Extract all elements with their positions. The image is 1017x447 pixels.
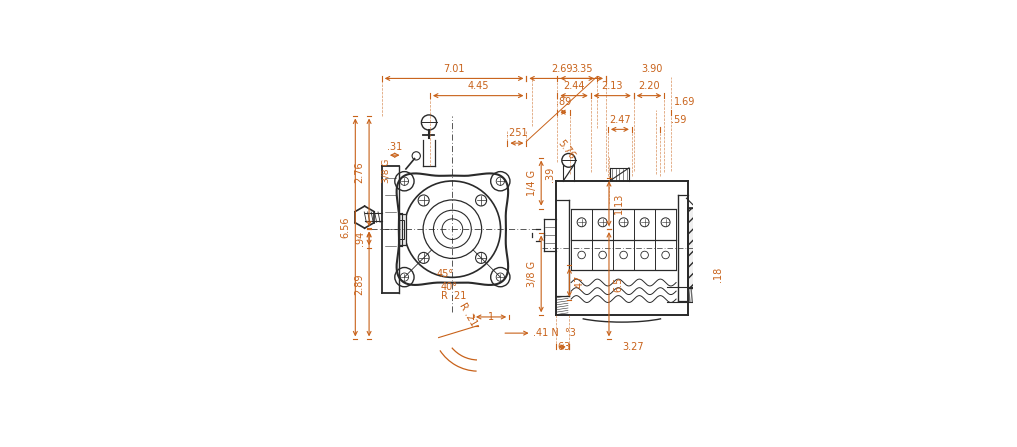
Text: 4.45: 4.45 bbox=[468, 81, 489, 91]
Text: 1.69: 1.69 bbox=[674, 97, 696, 107]
Text: 3.27: 3.27 bbox=[622, 342, 645, 352]
Text: 2.47: 2.47 bbox=[609, 114, 631, 125]
Text: R .21: R .21 bbox=[458, 301, 479, 328]
Text: 5.76: 5.76 bbox=[555, 139, 577, 162]
Text: .31: .31 bbox=[387, 142, 403, 152]
Text: 1/4 G: 1/4 G bbox=[527, 170, 537, 196]
Text: 2.44: 2.44 bbox=[563, 81, 585, 91]
Text: 1: 1 bbox=[488, 312, 494, 322]
Text: 2.89: 2.89 bbox=[355, 274, 365, 295]
Text: .59: .59 bbox=[671, 114, 686, 125]
Text: 40°: 40° bbox=[440, 282, 458, 292]
Text: .251: .251 bbox=[506, 128, 528, 138]
Text: .47: .47 bbox=[574, 275, 584, 290]
Text: .18: .18 bbox=[713, 267, 723, 282]
Text: R .21: R .21 bbox=[441, 291, 467, 301]
Bar bbox=[399, 219, 404, 239]
Text: .94: .94 bbox=[355, 231, 365, 246]
Text: 2.20: 2.20 bbox=[639, 81, 660, 91]
Text: 6.5: 6.5 bbox=[613, 277, 623, 292]
Text: .63: .63 bbox=[554, 342, 570, 352]
Text: 3/8 G: 3/8 G bbox=[527, 261, 537, 287]
Text: 2.76: 2.76 bbox=[355, 161, 365, 183]
Text: 2.69: 2.69 bbox=[551, 63, 573, 74]
Text: 3.35: 3.35 bbox=[571, 63, 593, 74]
Bar bbox=[399, 214, 406, 245]
Text: 45°: 45° bbox=[437, 269, 454, 279]
Text: 2.13: 2.13 bbox=[601, 81, 623, 91]
Text: 3.90: 3.90 bbox=[642, 63, 663, 74]
Text: 3/8 G: 3/8 G bbox=[381, 159, 391, 183]
Text: .39: .39 bbox=[545, 167, 555, 182]
Bar bbox=[689, 208, 699, 288]
Text: 7.01: 7.01 bbox=[443, 63, 465, 74]
Text: 1.13: 1.13 bbox=[613, 193, 623, 215]
Text: 6.56: 6.56 bbox=[341, 217, 351, 238]
Text: .89: .89 bbox=[556, 97, 572, 107]
Text: .41 N  °3: .41 N °3 bbox=[533, 328, 577, 338]
